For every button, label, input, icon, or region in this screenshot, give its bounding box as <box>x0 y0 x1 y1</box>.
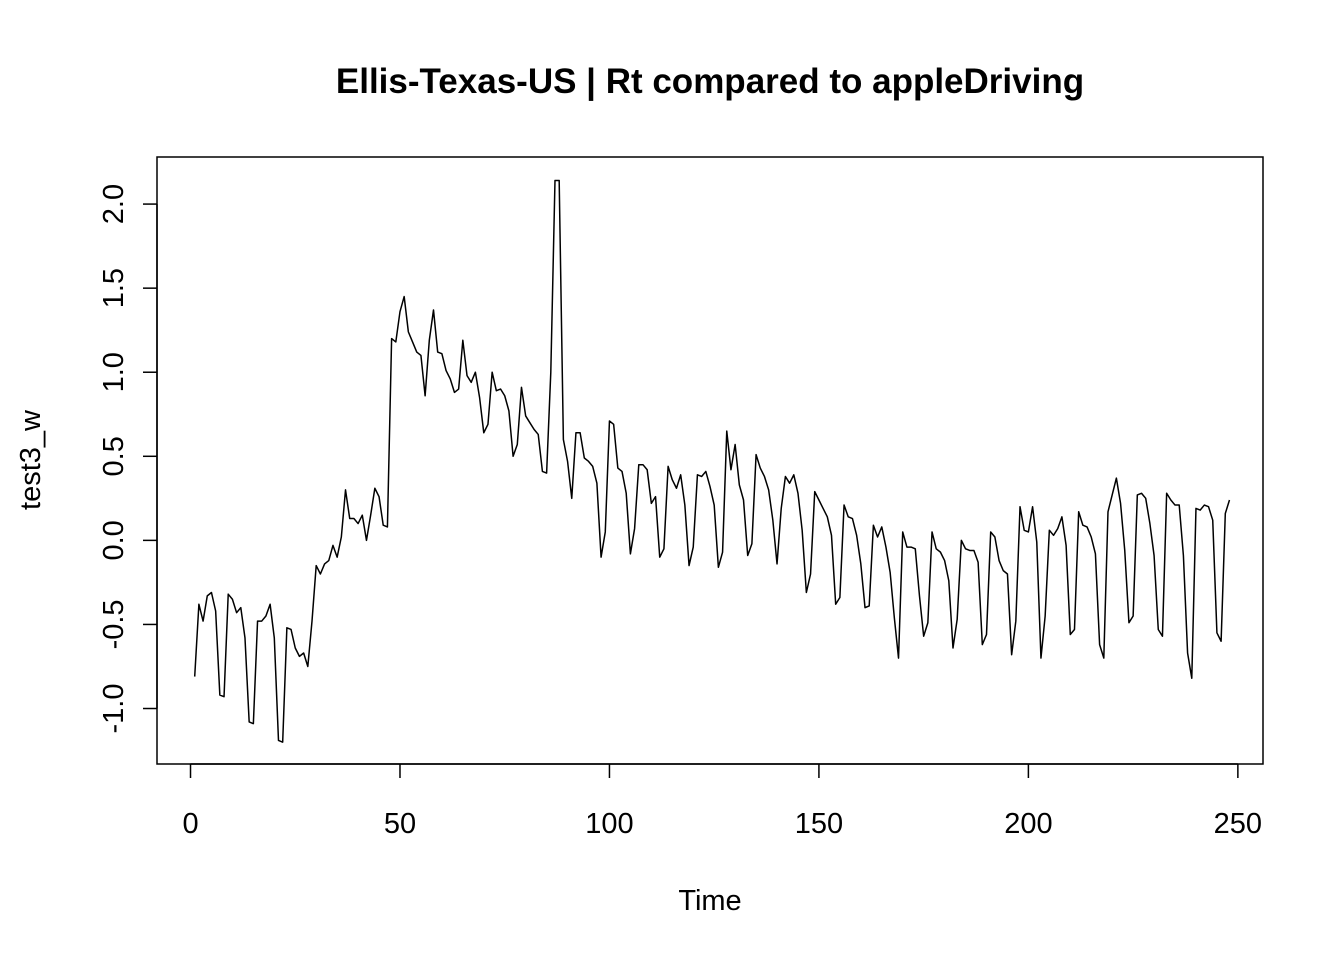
x-tick-label: 100 <box>585 808 633 840</box>
x-tick-label: 0 <box>182 808 198 840</box>
y-axis: -1.0 -0.5 0.0 0.5 1.0 1.5 2.0 <box>98 184 158 734</box>
chart-title: Ellis-Texas-US | Rt compared to appleDri… <box>336 62 1084 101</box>
y-tick-label: -1.0 <box>98 684 130 734</box>
y-tick-label: 2.0 <box>98 184 130 224</box>
x-axis: 0 50 100 150 200 250 <box>182 763 1262 840</box>
y-tick-label: 0.5 <box>98 436 130 476</box>
plot-frame <box>156 156 1264 765</box>
x-tick-label: 250 <box>1214 808 1262 840</box>
x-tick-label: 150 <box>795 808 843 840</box>
series-line <box>193 179 1231 743</box>
y-tick-label: 0.0 <box>98 520 130 560</box>
y-tick-label: -0.5 <box>98 599 130 649</box>
x-tick-label: 50 <box>384 808 416 840</box>
series-layer <box>193 179 1231 743</box>
y-axis-label: test3_w <box>15 409 47 510</box>
y-tick-label: 1.0 <box>98 352 130 392</box>
x-tick-label: 200 <box>1004 808 1052 840</box>
y-tick-label: 1.5 <box>98 268 130 308</box>
x-axis-label: Time <box>678 885 741 917</box>
